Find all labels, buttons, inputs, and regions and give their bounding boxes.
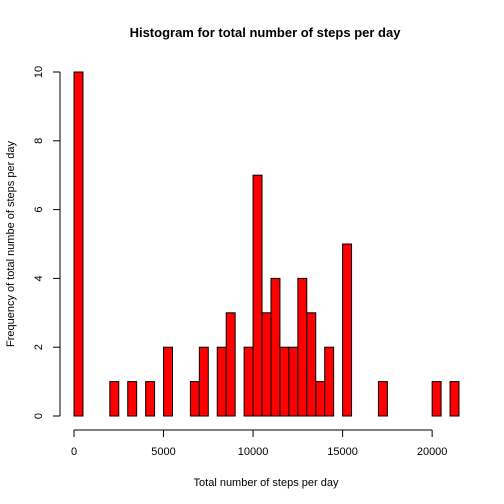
histogram-bar-42 xyxy=(449,381,460,417)
histogram-bar-13 xyxy=(189,381,200,417)
histogram-bar-6 xyxy=(127,381,138,417)
y-tick-label-4: 8 xyxy=(33,138,45,144)
histogram-bar-24 xyxy=(288,346,299,417)
x-tick-label-3: 15000 xyxy=(327,446,358,458)
x-tick-label-0: 0 xyxy=(71,446,77,458)
histogram-bar-22 xyxy=(270,277,281,417)
y-tick-label-2: 4 xyxy=(33,275,45,281)
y-axis: 0 2 4 6 8 10 xyxy=(33,66,61,419)
histogram-bar-40 xyxy=(431,381,442,417)
histogram-bar-26 xyxy=(306,312,317,417)
chart-title: Histogram for total number of steps per … xyxy=(130,25,402,40)
histogram-bar-27 xyxy=(315,381,326,417)
histogram-bar-16 xyxy=(216,346,227,417)
histogram-bar-28 xyxy=(324,346,335,417)
y-tick-label-1: 2 xyxy=(33,344,45,350)
x-tick-label-2: 10000 xyxy=(238,446,269,458)
histogram-bar-0 xyxy=(73,71,84,417)
histogram-bar-10 xyxy=(163,346,173,417)
histogram-bar-4 xyxy=(109,381,120,417)
x-tick-label-4: 20000 xyxy=(417,446,448,458)
y-axis-label: Frequency of total numbe of steps per da… xyxy=(5,140,17,347)
y-tick-label-3: 6 xyxy=(33,207,45,213)
histogram-bar-17 xyxy=(225,312,236,417)
histogram-bar-14 xyxy=(198,346,209,417)
x-axis-label: Total number of steps per day xyxy=(194,477,339,489)
histogram-bar-8 xyxy=(145,381,156,417)
histogram-bar-23 xyxy=(279,346,290,417)
histogram-bar-20 xyxy=(252,174,263,417)
histogram-bar-25 xyxy=(297,277,308,417)
x-axis: 0 5000 10000 15000 20000 xyxy=(71,429,448,458)
histogram-bar-21 xyxy=(261,312,272,417)
bars-group xyxy=(73,71,460,417)
x-tick-label-1: 5000 xyxy=(151,446,175,458)
histogram-bar-19 xyxy=(243,346,254,417)
y-tick-label-5: 10 xyxy=(33,66,45,78)
y-tick-label-0: 0 xyxy=(33,413,45,419)
histogram-bar-34 xyxy=(377,381,388,417)
histogram-bar-30 xyxy=(342,243,353,417)
